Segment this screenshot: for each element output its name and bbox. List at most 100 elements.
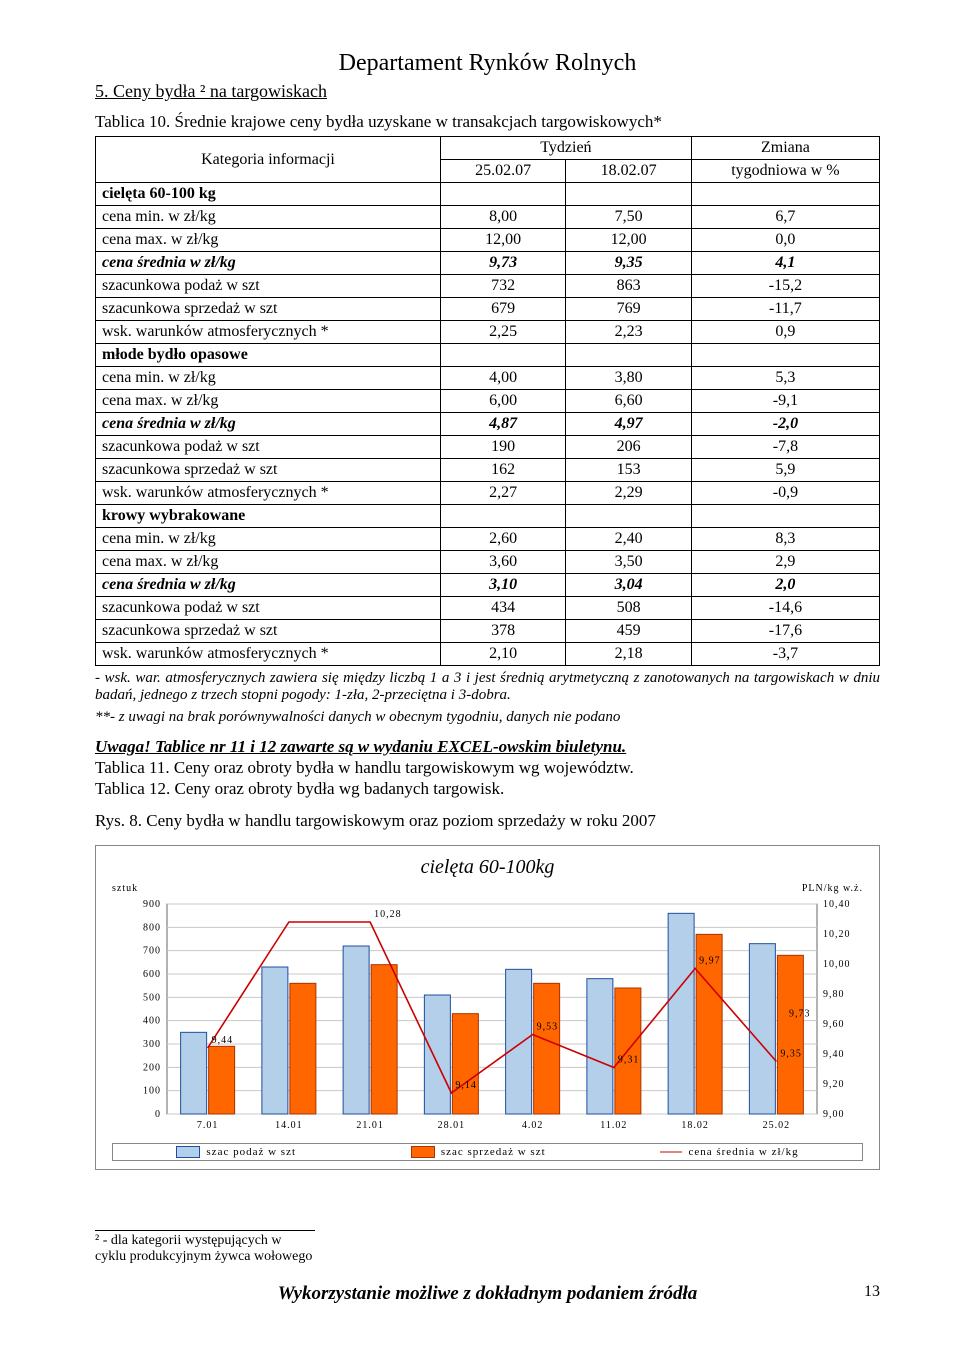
table-row: wsk. warunków atmosferycznych *2,272,29-… bbox=[96, 482, 880, 505]
cell-v2: 206 bbox=[566, 436, 691, 459]
cell-v2: 2,29 bbox=[566, 482, 691, 505]
cell-v2: 863 bbox=[566, 275, 691, 298]
cell-v1 bbox=[440, 505, 565, 528]
th-kategoria: Kategoria informacji bbox=[96, 137, 441, 183]
cell-z: -11,7 bbox=[691, 298, 879, 321]
cell-v2: 2,40 bbox=[566, 528, 691, 551]
svg-text:18.02: 18.02 bbox=[681, 1120, 709, 1131]
svg-text:9,14: 9,14 bbox=[455, 1080, 477, 1091]
svg-text:11.02: 11.02 bbox=[600, 1120, 627, 1131]
table-row: cena średnia w zł/kg9,739,354,1 bbox=[96, 252, 880, 275]
cell-label: cena średnia w zł/kg bbox=[96, 252, 441, 275]
svg-text:9,44: 9,44 bbox=[212, 1035, 234, 1046]
page-number: 13 bbox=[95, 1283, 880, 1301]
svg-text:25.02: 25.02 bbox=[763, 1120, 791, 1131]
legend-sprzedaz: szac sprzedaż w szt bbox=[411, 1146, 546, 1158]
cell-z: -3,7 bbox=[691, 643, 879, 666]
svg-text:9,73: 9,73 bbox=[789, 1008, 811, 1019]
cell-label: cena min. w zł/kg bbox=[96, 206, 441, 229]
th-zmiana: Zmiana bbox=[691, 137, 879, 160]
cell-label: cena średnia w zł/kg bbox=[96, 574, 441, 597]
svg-text:800: 800 bbox=[143, 922, 161, 933]
table-row: cena średnia w zł/kg4,874,97-2,0 bbox=[96, 413, 880, 436]
cell-v1: 162 bbox=[440, 459, 565, 482]
cell-v1: 378 bbox=[440, 620, 565, 643]
cell-z bbox=[691, 344, 879, 367]
table-row: cena min. w zł/kg8,007,506,7 bbox=[96, 206, 880, 229]
cell-label: szacunkowa podaż w szt bbox=[96, 275, 441, 298]
svg-text:4.02: 4.02 bbox=[522, 1120, 544, 1131]
cell-v2 bbox=[566, 344, 691, 367]
svg-text:200: 200 bbox=[143, 1062, 161, 1073]
cell-v2: 508 bbox=[566, 597, 691, 620]
table-row: młode bydło opasowe bbox=[96, 344, 880, 367]
legend-label-cena: cena średnia w zł/kg bbox=[688, 1146, 798, 1158]
svg-text:21.01: 21.01 bbox=[356, 1120, 384, 1131]
legend-label-sprzedaz: szac sprzedaż w szt bbox=[441, 1146, 546, 1158]
cell-v1: 679 bbox=[440, 298, 565, 321]
cell-label: cena max. w zł/kg bbox=[96, 551, 441, 574]
cell-z: 6,7 bbox=[691, 206, 879, 229]
cell-z: -15,2 bbox=[691, 275, 879, 298]
svg-text:9,60: 9,60 bbox=[823, 1019, 845, 1030]
tablica-11: Tablica 11. Ceny oraz obroty bydła w han… bbox=[95, 758, 634, 777]
legend-cena: cena średnia w zł/kg bbox=[660, 1146, 798, 1158]
swatch-sprzedaz bbox=[411, 1146, 435, 1158]
cell-v2: 3,04 bbox=[566, 574, 691, 597]
svg-text:300: 300 bbox=[143, 1039, 161, 1050]
cell-z: -0,9 bbox=[691, 482, 879, 505]
table-row: cena min. w zł/kg4,003,805,3 bbox=[96, 367, 880, 390]
cell-v1: 8,00 bbox=[440, 206, 565, 229]
cell-v1: 434 bbox=[440, 597, 565, 620]
cell-z: 2,9 bbox=[691, 551, 879, 574]
th-date1: 25.02.07 bbox=[440, 160, 565, 183]
svg-text:9,00: 9,00 bbox=[823, 1109, 845, 1120]
swatch-cena bbox=[660, 1147, 682, 1157]
cell-label: cena max. w zł/kg bbox=[96, 390, 441, 413]
cell-v2: 769 bbox=[566, 298, 691, 321]
table-row: wsk. warunków atmosferycznych *2,102,18-… bbox=[96, 643, 880, 666]
swatch-podaz bbox=[176, 1146, 200, 1158]
cell-v2: 3,80 bbox=[566, 367, 691, 390]
cell-z: 0,9 bbox=[691, 321, 879, 344]
cell-v2: 4,97 bbox=[566, 413, 691, 436]
svg-text:10,20: 10,20 bbox=[823, 929, 851, 940]
table-row: cielęta 60-100 kg bbox=[96, 183, 880, 206]
cell-label: cena średnia w zł/kg bbox=[96, 413, 441, 436]
cell-label: wsk. warunków atmosferycznych * bbox=[96, 643, 441, 666]
svg-text:100: 100 bbox=[143, 1085, 161, 1096]
cell-label: krowy wybrakowane bbox=[96, 505, 441, 528]
cell-v1: 9,73 bbox=[440, 252, 565, 275]
svg-text:9,40: 9,40 bbox=[823, 1049, 845, 1060]
svg-text:600: 600 bbox=[143, 969, 161, 980]
footnote-1: - wsk. war. atmosferycznych zawiera się … bbox=[95, 670, 880, 705]
cell-v2: 459 bbox=[566, 620, 691, 643]
cell-label: cielęta 60-100 kg bbox=[96, 183, 441, 206]
table-row: szacunkowa sprzedaż w szt1621535,9 bbox=[96, 459, 880, 482]
chart-title: cielęta 60-100kg bbox=[112, 856, 863, 879]
cell-v2: 3,50 bbox=[566, 551, 691, 574]
cell-label: wsk. warunków atmosferycznych * bbox=[96, 321, 441, 344]
cell-v2: 7,50 bbox=[566, 206, 691, 229]
cell-v1: 12,00 bbox=[440, 229, 565, 252]
cell-v2: 2,23 bbox=[566, 321, 691, 344]
cell-z: 5,3 bbox=[691, 367, 879, 390]
table-row: szacunkowa podaż w szt434508-14,6 bbox=[96, 597, 880, 620]
cell-label: szacunkowa sprzedaż w szt bbox=[96, 620, 441, 643]
cell-v1 bbox=[440, 344, 565, 367]
section-title: 5. Ceny bydła ² na targowiskach bbox=[95, 81, 880, 102]
svg-text:10,00: 10,00 bbox=[823, 959, 851, 970]
cell-v1: 6,00 bbox=[440, 390, 565, 413]
legend-podaz: szac podaż w szt bbox=[176, 1146, 296, 1158]
svg-text:0: 0 bbox=[155, 1109, 161, 1120]
cell-v1: 3,10 bbox=[440, 574, 565, 597]
table-row: krowy wybrakowane bbox=[96, 505, 880, 528]
cell-v1: 2,25 bbox=[440, 321, 565, 344]
cell-v2 bbox=[566, 183, 691, 206]
cell-v1 bbox=[440, 183, 565, 206]
cell-z: -9,1 bbox=[691, 390, 879, 413]
svg-text:9,97: 9,97 bbox=[699, 955, 721, 966]
cell-z: -17,6 bbox=[691, 620, 879, 643]
uwaga: Uwaga! Tablice nr 11 i 12 zawarte są w w… bbox=[95, 737, 626, 756]
th-tydzien: Tydzień bbox=[440, 137, 691, 160]
